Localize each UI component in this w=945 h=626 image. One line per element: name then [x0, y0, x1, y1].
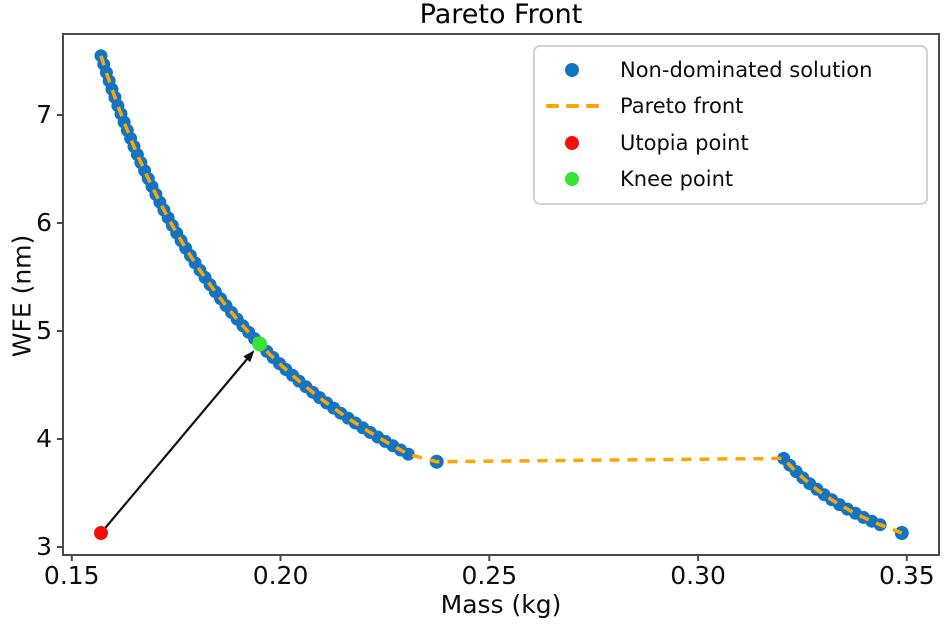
knee-point: [252, 336, 268, 352]
y-tick-label: 5: [36, 316, 52, 345]
dot-icon: [565, 63, 579, 78]
arrow-head-icon: [243, 350, 255, 363]
legend-item-label: Non-dominated solution: [620, 58, 873, 83]
x-tick-label: 0.25: [461, 561, 518, 590]
y-tick-label: 4: [36, 424, 52, 453]
utopia-point: [94, 526, 108, 540]
y-tick-label: 7: [36, 100, 52, 129]
x-tick-label: 0.30: [670, 561, 726, 590]
legend-item-label: Pareto front: [620, 94, 744, 119]
legend-item: Pareto front: [545, 88, 926, 124]
legend-item-label: Knee point: [620, 166, 734, 191]
legend-dot-icon: [545, 171, 599, 186]
x-axis-label: Mass (kg): [440, 590, 562, 619]
legend: Non-dominated solution Pareto front Utopia…: [533, 45, 928, 205]
x-tick-label: 0.35: [879, 561, 935, 590]
x-tick-label: 0.20: [252, 561, 309, 590]
arrow-line: [100, 357, 249, 534]
legend-dot-icon: [545, 63, 599, 78]
dot-icon: [565, 135, 579, 150]
dot-icon: [565, 171, 579, 186]
axes-frame: [62, 33, 940, 556]
y-tick-label: 6: [36, 208, 52, 237]
dashed-line-icon: [545, 104, 599, 109]
legend-dash-icon: [545, 104, 599, 109]
legend-dot-icon: [545, 135, 599, 150]
pareto-front-line: [99, 55, 903, 535]
legend-item: Non-dominated solution: [545, 52, 926, 88]
x-tick-label: 0.15: [43, 561, 100, 590]
legend-item: Utopia point: [545, 125, 926, 161]
chart-title: Pareto Front: [419, 0, 583, 30]
legend-item: Knee point: [545, 161, 926, 197]
y-tick-label: 3: [36, 532, 52, 561]
legend-item-label: Utopia point: [620, 130, 749, 155]
